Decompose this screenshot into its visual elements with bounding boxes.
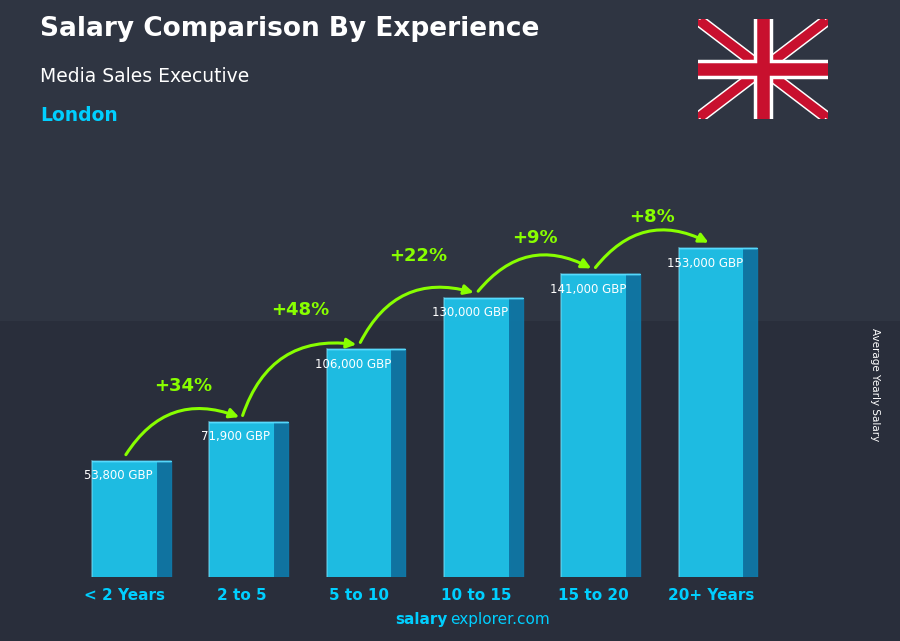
Polygon shape [392,349,405,577]
Bar [210,422,274,577]
Text: Average Yearly Salary: Average Yearly Salary [869,328,880,441]
Text: salary: salary [395,612,447,627]
Bar [444,297,508,577]
Text: 53,800 GBP: 53,800 GBP [85,469,153,482]
Text: explorer.com: explorer.com [450,612,550,627]
Bar [562,274,626,577]
Text: +48%: +48% [271,301,329,319]
Bar [92,462,157,577]
Bar [327,349,392,577]
Bar [0,320,900,641]
Bar [679,248,743,577]
Text: Salary Comparison By Experience: Salary Comparison By Experience [40,16,540,42]
Text: +34%: +34% [154,378,212,395]
Polygon shape [508,297,523,577]
Text: London: London [40,106,118,125]
Polygon shape [743,248,758,577]
Text: 141,000 GBP: 141,000 GBP [550,283,626,296]
Text: +22%: +22% [389,247,446,265]
Text: 130,000 GBP: 130,000 GBP [433,306,508,319]
Text: 106,000 GBP: 106,000 GBP [315,358,392,370]
Bar [0,0,900,320]
Text: 71,900 GBP: 71,900 GBP [202,430,270,443]
Polygon shape [626,274,640,577]
Polygon shape [157,462,171,577]
Text: 153,000 GBP: 153,000 GBP [667,257,743,270]
Text: Media Sales Executive: Media Sales Executive [40,67,250,87]
Text: +9%: +9% [512,229,558,247]
Text: +8%: +8% [629,208,675,226]
Polygon shape [274,422,288,577]
